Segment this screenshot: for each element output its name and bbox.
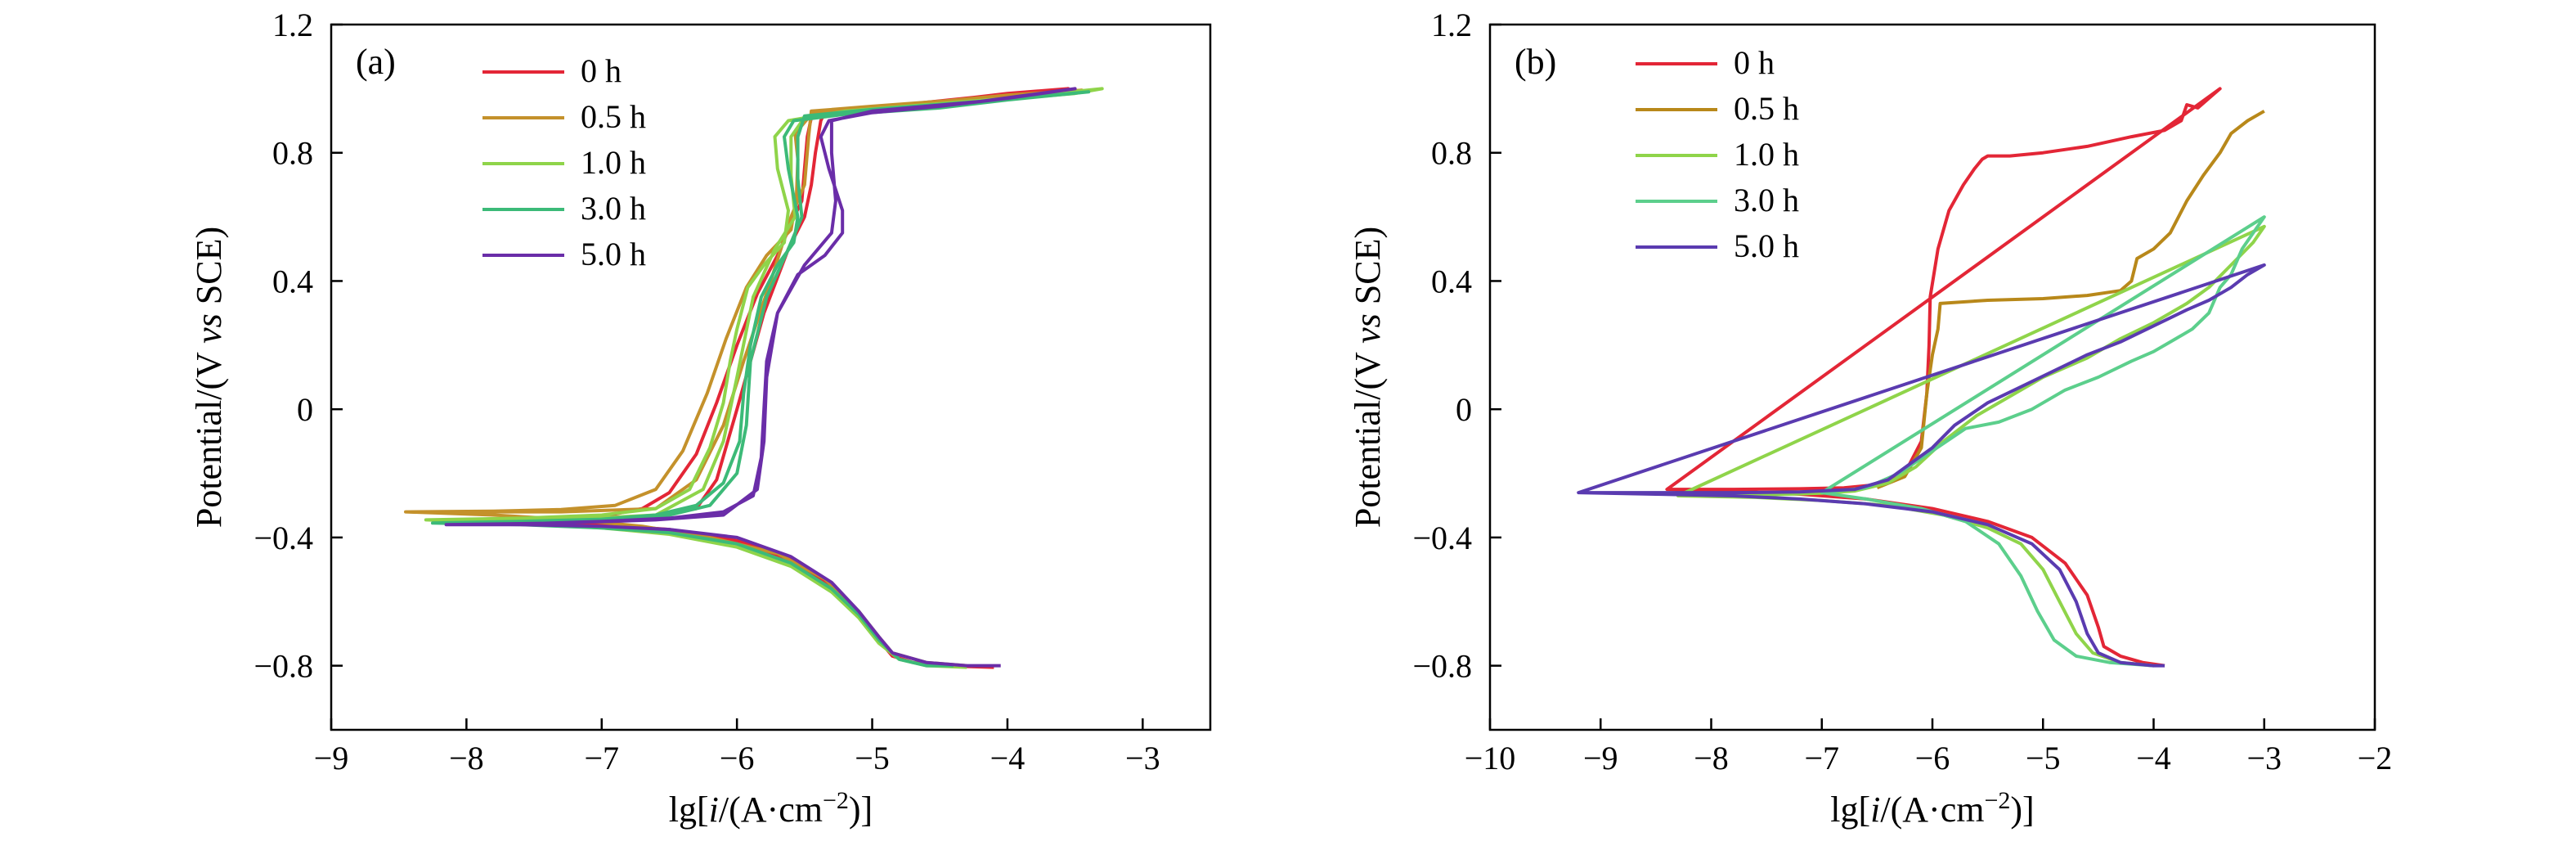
series-line-a-4 — [444, 87, 1077, 668]
series-line-a-3 — [431, 90, 1091, 668]
y-tick-label-b-5: 1.2 — [1431, 7, 1472, 43]
series-line-b-4 — [1577, 263, 2266, 668]
y-tick-label-a-2: 0 — [297, 391, 313, 428]
series-line-a-2 — [424, 87, 1104, 669]
y-axis-label-a: Potential/(V vs SCE) — [189, 227, 229, 528]
y-tick-label-a-5: 1.2 — [272, 7, 313, 43]
plot-frame-a — [330, 23, 1212, 731]
y-tick-label-b-0: −0.8 — [1412, 648, 1472, 685]
y-tick-label-b-4: 0.8 — [1431, 135, 1472, 172]
x-tick-label-a-2: −7 — [584, 740, 619, 776]
x-tick-label-b-1: −9 — [1583, 740, 1618, 776]
series-line-a-1 — [404, 88, 1084, 668]
y-tick-label-a-0: −0.8 — [254, 648, 313, 685]
x-tick-label-a-0: −9 — [314, 740, 349, 776]
x-tick-label-b-6: −4 — [2136, 740, 2171, 776]
x-tick-label-a-3: −6 — [720, 740, 755, 776]
x-tick-label-b-7: −3 — [2246, 740, 2282, 776]
y-tick-label-a-1: −0.4 — [254, 520, 313, 556]
series-layer-b — [1577, 87, 2266, 668]
x-tick-label-b-5: −5 — [2026, 740, 2061, 776]
x-tick-label-b-0: −10 — [1465, 740, 1516, 776]
x-tick-label-a-6: −3 — [1125, 740, 1160, 776]
y-ticks-a: −0.8 −0.4 0 0.4 0.8 1.2 — [254, 7, 343, 685]
chart-panel-a: −9 −8 −7 −6 −5 −4 −3 −0.8 −0.4 0 0.4 0.8 1.2 (a) 0 … — [189, 7, 1212, 830]
series-line-b-1 — [1876, 110, 2265, 490]
y-ticks-b: −0.8 −0.4 0 0.4 0.8 1.2 — [1412, 7, 1501, 685]
legend-label-b-0: 0 h — [1734, 44, 1775, 81]
x-tick-label-a-1: −8 — [449, 740, 484, 776]
legend-label-a-3: 3.0 h — [581, 190, 646, 227]
series-layer-a — [404, 87, 1104, 669]
series-line-b-3 — [1820, 215, 2266, 668]
y-tick-label-a-3: 0.4 — [272, 263, 313, 299]
x-tick-label-a-4: −5 — [855, 740, 890, 776]
x-axis-label-a: lg[i/(A·cm−2)] — [669, 787, 873, 830]
x-axis-label-b: lg[i/(A·cm−2)] — [1830, 787, 2034, 830]
legend-label-a-2: 1.0 h — [581, 144, 646, 181]
legend-a: 0 h 0.5 h 1.0 h 3.0 h 5.0 h — [482, 52, 646, 272]
y-tick-label-b-2: 0 — [1456, 391, 1472, 428]
x-tick-label-b-2: −8 — [1694, 740, 1729, 776]
y-tick-label-a-4: 0.8 — [272, 135, 313, 172]
series-line-b-2 — [1676, 224, 2266, 668]
legend-label-b-4: 5.0 h — [1734, 227, 1799, 264]
y-tick-label-b-1: −0.4 — [1412, 520, 1472, 556]
x-tick-label-a-5: −4 — [990, 740, 1025, 776]
panel-label-a: (a) — [356, 42, 396, 82]
x-tick-label-b-3: −7 — [1804, 740, 1839, 776]
legend-b: 0 h 0.5 h 1.0 h 3.0 h 5.0 h — [1636, 44, 1799, 264]
y-axis-label-b: Potential/(V vs SCE) — [1348, 227, 1388, 528]
x-tick-label-b-8: −2 — [2358, 740, 2393, 776]
y-tick-label-b-3: 0.4 — [1431, 263, 1472, 299]
legend-label-b-2: 1.0 h — [1734, 136, 1799, 173]
series-line-a-0 — [451, 87, 1070, 669]
legend-label-a-4: 5.0 h — [581, 236, 646, 272]
series-line-b-0 — [1665, 87, 2222, 668]
legend-label-b-3: 3.0 h — [1734, 182, 1799, 218]
x-tick-label-b-4: −6 — [1915, 740, 1950, 776]
chart-panel-b: −10 −9 −8 −7 −6 −5 −4 −3 −2 −0.8 −0.4 0 0.4 0.8 1.2 (… — [1348, 7, 2392, 830]
legend-label-b-1: 0.5 h — [1734, 90, 1799, 127]
legend-label-a-1: 0.5 h — [581, 98, 646, 135]
x-ticks-a: −9 −8 −7 −6 −5 −4 −3 — [314, 718, 1160, 776]
legend-label-a-0: 0 h — [581, 52, 622, 89]
x-ticks-b: −10 −9 −8 −7 −6 −5 −4 −3 −2 — [1465, 718, 2393, 776]
panel-label-b: (b) — [1515, 42, 1556, 82]
